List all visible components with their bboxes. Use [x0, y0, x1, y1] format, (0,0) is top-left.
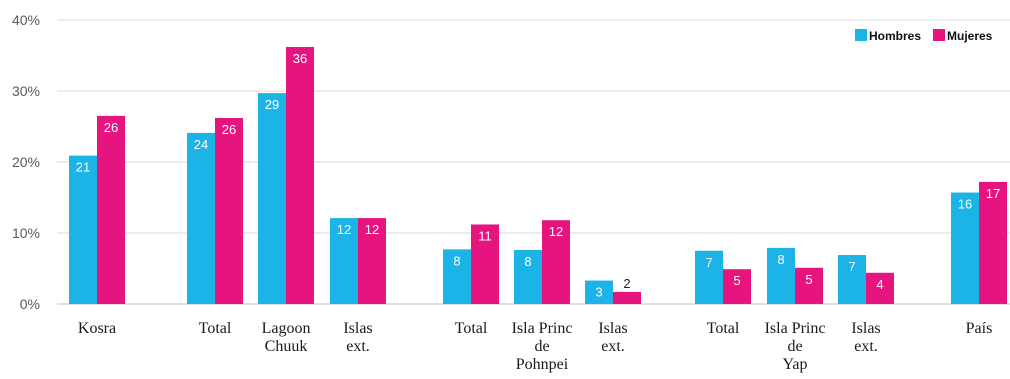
x-category-label: Chuuk [265, 338, 308, 355]
x-category-label: Pohnpei [516, 356, 569, 373]
data-label-mujeres: 17 [986, 186, 1000, 201]
y-tick-label: 10% [12, 225, 40, 241]
y-tick-label: 0% [20, 296, 40, 312]
bar-hombres [767, 247, 795, 304]
bar-mujeres [979, 181, 1007, 304]
x-category-label: Total [199, 320, 232, 337]
y-axis: 0% 10% 20% 30% 40% [12, 12, 40, 312]
bar-mujeres [358, 218, 386, 304]
bar-mujeres [542, 220, 570, 304]
bar-hombres [951, 192, 979, 304]
x-category-label: Lagoon [262, 320, 311, 337]
data-label-hombres: 7 [705, 255, 712, 270]
data-label-mujeres: 5 [805, 272, 812, 287]
x-category-label: Yap [782, 356, 807, 373]
bar-hombres [330, 218, 358, 304]
y-tick-label: 30% [12, 83, 40, 99]
legend-swatch-mujeres [933, 29, 945, 41]
data-label-mujeres: 12 [549, 224, 563, 239]
data-label-mujeres: 5 [733, 273, 740, 288]
bar-mujeres [723, 269, 751, 304]
x-category-label: Kosra [78, 320, 116, 337]
legend-label-mujeres: Mujeres [947, 29, 993, 43]
data-label-hombres: 7 [848, 259, 855, 274]
x-category-label: Islas [343, 320, 372, 337]
data-label-mujeres: 11 [478, 228, 492, 243]
data-label-hombres: 8 [777, 252, 784, 267]
x-category-label: Islas [598, 320, 627, 337]
data-label-hombres: 8 [524, 254, 531, 269]
data-label-mujeres: 36 [293, 51, 307, 66]
bar-mujeres [866, 272, 894, 304]
bar-hombres [69, 155, 97, 304]
data-label-mujeres: 4 [876, 277, 883, 292]
data-label-hombres: 24 [194, 137, 208, 152]
bars [69, 46, 1007, 304]
bar-mujeres [795, 267, 823, 304]
data-label-mujeres: 26 [222, 122, 236, 137]
x-category-label: Total [707, 320, 740, 337]
x-category-label: País [966, 320, 993, 337]
data-label-mujeres: 12 [365, 222, 379, 237]
bar-hombres [258, 93, 286, 304]
data-label-hombres: 29 [265, 97, 279, 112]
x-category-label: de [787, 338, 802, 355]
bar-mujeres [97, 115, 125, 304]
data-label-hombres: 12 [337, 222, 351, 237]
y-tick-label: 40% [12, 12, 40, 28]
bar-hombres [514, 250, 542, 304]
bar-hombres [838, 255, 866, 304]
data-labels: 21 24 29 12 8 8 3 7 8 7 16 26 26 36 12 11 12 2 5 5 4 17 [76, 51, 1000, 300]
data-label-hombres: 21 [76, 160, 90, 175]
data-label-hombres: 3 [595, 285, 602, 300]
x-category-label: ext. [854, 338, 878, 355]
x-category-label: Total [455, 320, 488, 337]
legend: Hombres Mujeres [855, 29, 993, 43]
x-category-label: Islas [851, 320, 880, 337]
y-tick-label: 20% [12, 154, 40, 170]
bar-hombres [443, 249, 471, 304]
data-label-hombres: 16 [958, 197, 972, 212]
x-category-label: de [534, 338, 549, 355]
bar-mujeres [613, 291, 641, 304]
bar-hombres [585, 280, 613, 304]
x-category-label: ext. [346, 338, 370, 355]
x-category-label: ext. [601, 338, 625, 355]
data-label-mujeres: 26 [104, 120, 118, 135]
data-label-hombres: 8 [453, 253, 460, 268]
legend-swatch-hombres [855, 29, 867, 41]
x-category-label: Isla Princ [765, 320, 826, 337]
bar-mujeres [215, 117, 243, 304]
bar-hombres [695, 250, 723, 304]
bar-mujeres [471, 224, 499, 304]
data-label-mujeres: 2 [623, 276, 630, 291]
legend-label-hombres: Hombres [869, 29, 921, 43]
bar-hombres [187, 132, 215, 304]
x-category-label: Isla Princ [512, 320, 573, 337]
bar-mujeres [286, 46, 314, 304]
